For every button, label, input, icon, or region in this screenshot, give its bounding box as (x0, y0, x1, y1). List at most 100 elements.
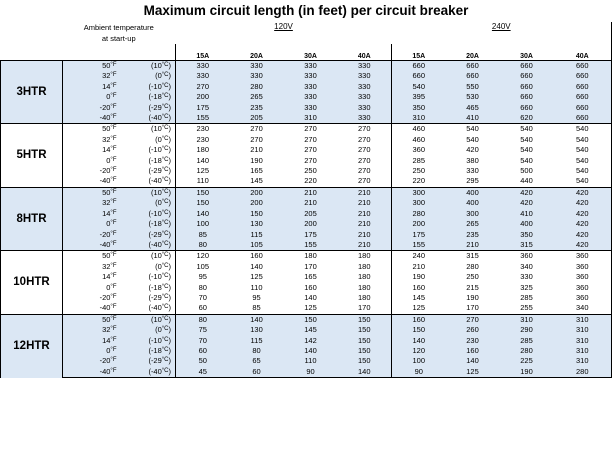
circuit-length-cell: 500 (499, 166, 554, 177)
circuit-length-cell: 110 (283, 356, 338, 367)
circuit-length-cell: 660 (499, 60, 554, 72)
circuit-length-cell: 90 (391, 366, 446, 379)
circuit-length-cell: 400 (499, 219, 554, 230)
circuit-length-cell: 420 (553, 239, 612, 252)
circuit-length-cell: 60 (175, 345, 230, 357)
temperature-celsius: (-18°C) (118, 345, 176, 357)
circuit-length-cell: 145 (391, 292, 446, 304)
voltage-header-240v: 240V (391, 22, 612, 44)
circuit-length-cell: 145 (229, 176, 284, 188)
circuit-length-cell: 300 (391, 186, 446, 199)
temperature-celsius: (-10°C) (118, 208, 176, 220)
circuit-length-cell: 660 (553, 113, 612, 125)
circuit-length-cell: 660 (553, 71, 612, 82)
circuit-length-cell: 540 (553, 166, 612, 177)
circuit-length-cell: 130 (229, 219, 284, 230)
circuit-length-cell: 165 (283, 272, 338, 283)
temperature-fahrenheit: -20°F (62, 166, 119, 177)
circuit-length-cell: 180 (175, 145, 230, 156)
circuit-length-cell: 255 (499, 303, 554, 315)
header-row-voltage: Ambient temperature at start-up 120V 240… (0, 22, 612, 61)
circuit-length-cell: 125 (283, 303, 338, 315)
circuit-length-cell: 250 (283, 166, 338, 177)
circuit-length-cell: 360 (553, 282, 612, 293)
temperature-fahrenheit: -40°F (62, 176, 119, 188)
circuit-length-cell: 330 (283, 81, 338, 93)
table-row: 32°F (0°C) 105 140 170 180 210 280 340 360 (1, 261, 612, 273)
temperature-fahrenheit: -20°F (62, 356, 119, 367)
circuit-length-cell: 60 (175, 303, 230, 315)
circuit-length-cell: 180 (337, 272, 392, 283)
table-row: 32°F (0°C) 75 130 145 150 150 260 290 310 (1, 325, 612, 336)
circuit-length-cell: 140 (391, 335, 446, 346)
circuit-length-cell: 160 (283, 282, 338, 293)
table-row: 32°F (0°C) 230 270 270 270 460 540 540 540 (1, 134, 612, 146)
voltage-header-120v: 120V (175, 22, 392, 44)
circuit-length-cell: 310 (553, 345, 612, 357)
circuit-length-cell: 145 (283, 325, 338, 336)
circuit-length-cell: 330 (175, 60, 230, 72)
circuit-length-cell: 110 (175, 176, 230, 188)
circuit-length-cell: 190 (499, 366, 554, 379)
circuit-length-cell: 270 (337, 155, 392, 167)
circuit-length-cell: 140 (229, 313, 284, 326)
amp-header: 40A (553, 44, 612, 61)
ambient-header-line2: at start-up (101, 34, 136, 43)
circuit-length-cell: 170 (445, 303, 500, 315)
circuit-length-cell: 300 (391, 198, 446, 209)
circuit-length-cell: 190 (445, 292, 500, 304)
circuit-length-cell: 240 (391, 250, 446, 262)
circuit-length-cell: 330 (337, 102, 392, 114)
circuit-length-cell: 280 (553, 366, 612, 379)
temperature-celsius: (-18°C) (118, 92, 176, 103)
circuit-length-cell: 125 (391, 303, 446, 315)
circuit-length-cell: 330 (283, 71, 338, 82)
circuit-length-cell: 170 (283, 261, 338, 273)
circuit-length-cell: 540 (499, 123, 554, 135)
circuit-length-cell: 330 (499, 272, 554, 283)
header-row-amps: 15A 20A 30A 40A 15A 20A 30A 40A (1, 44, 612, 61)
circuit-length-cell: 270 (445, 313, 500, 326)
circuit-length-cell: 310 (553, 325, 612, 336)
circuit-length-cell: 280 (499, 345, 554, 357)
circuit-length-cell: 620 (499, 113, 554, 125)
temperature-fahrenheit: -40°F (62, 239, 119, 252)
amp-header: 30A (499, 44, 554, 61)
circuit-length-cell: 360 (553, 250, 612, 262)
amp-header: 15A (391, 44, 446, 61)
circuit-length-cell: 290 (499, 325, 554, 336)
circuit-length-cell: 210 (337, 229, 392, 240)
circuit-length-cell: 280 (229, 81, 284, 93)
heater-model-label: 10HTR (0, 250, 63, 315)
circuit-length-cell: 210 (337, 239, 392, 252)
table-row: -20°F (-29°C) 70 95 140 180 145 190 285 360 (1, 292, 612, 304)
circuit-length-cell: 160 (229, 250, 284, 262)
temperature-celsius: (-10°C) (118, 335, 176, 346)
circuit-length-cell: 175 (391, 229, 446, 240)
temperature-fahrenheit: 50°F (62, 186, 119, 199)
amp-header: 20A (229, 44, 284, 61)
circuit-length-cell: 150 (337, 325, 392, 336)
circuit-length-cell: 190 (391, 272, 446, 283)
temperature-celsius: (-29°C) (118, 229, 176, 240)
circuit-length-cell: 660 (391, 71, 446, 82)
table-row: -20°F (-29°C) 50 65 110 150 100 140 225 310 (1, 356, 612, 367)
temperature-celsius: (-40°C) (118, 303, 176, 315)
amp-header: 15A (175, 44, 230, 61)
table-row: 14°F (-10°C) 180 210 270 270 360 420 540 540 (1, 145, 612, 156)
circuit-length-cell: 330 (283, 92, 338, 103)
circuit-length-cell: 225 (499, 356, 554, 367)
table-row: -40°F (-40°C) 80 105 155 210 155 210 315 420 (1, 239, 612, 252)
temperature-fahrenheit: -20°F (62, 292, 119, 304)
circuit-length-cell: 310 (283, 113, 338, 125)
temperature-fahrenheit: 32°F (62, 134, 119, 146)
circuit-length-cell: 540 (553, 155, 612, 167)
temperature-celsius: (0°C) (118, 134, 176, 146)
circuit-length-cell: 440 (499, 176, 554, 188)
circuit-length-cell: 105 (229, 239, 284, 252)
circuit-length-cell: 190 (229, 155, 284, 167)
temperature-fahrenheit: 0°F (62, 282, 119, 293)
circuit-length-cell: 315 (499, 239, 554, 252)
circuit-length-cell: 660 (499, 71, 554, 82)
temperature-fahrenheit: 14°F (62, 208, 119, 220)
